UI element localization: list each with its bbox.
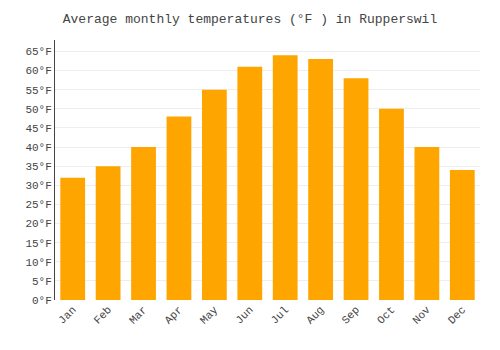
svg-text:Oct: Oct: [375, 304, 397, 326]
svg-text:Mar: Mar: [127, 304, 149, 326]
svg-text:5°F: 5°F: [32, 276, 52, 288]
svg-text:65°F: 65°F: [25, 46, 51, 58]
svg-text:25°F: 25°F: [25, 199, 51, 211]
svg-text:15°F: 15°F: [25, 238, 51, 250]
svg-text:30°F: 30°F: [25, 180, 51, 192]
svg-text:Dec: Dec: [446, 304, 468, 326]
svg-text:55°F: 55°F: [25, 85, 51, 97]
svg-text:Average monthly temperatures (: Average monthly temperatures (°F ) in Ru…: [63, 12, 438, 27]
svg-text:Feb: Feb: [92, 304, 114, 326]
svg-text:Jan: Jan: [56, 304, 78, 326]
svg-text:Sep: Sep: [340, 304, 362, 326]
svg-text:Apr: Apr: [162, 304, 184, 326]
svg-text:Jul: Jul: [269, 304, 291, 326]
svg-text:60°F: 60°F: [25, 65, 51, 77]
svg-text:Jun: Jun: [233, 304, 255, 326]
svg-text:35°F: 35°F: [25, 161, 51, 173]
svg-text:Nov: Nov: [410, 304, 433, 327]
svg-text:0°F: 0°F: [32, 295, 52, 307]
svg-text:10°F: 10°F: [25, 257, 51, 269]
svg-text:50°F: 50°F: [25, 104, 51, 116]
svg-text:Aug: Aug: [304, 304, 326, 326]
svg-text:20°F: 20°F: [25, 218, 51, 230]
svg-text:40°F: 40°F: [25, 142, 51, 154]
svg-text:45°F: 45°F: [25, 123, 51, 135]
svg-text:May: May: [198, 304, 221, 327]
